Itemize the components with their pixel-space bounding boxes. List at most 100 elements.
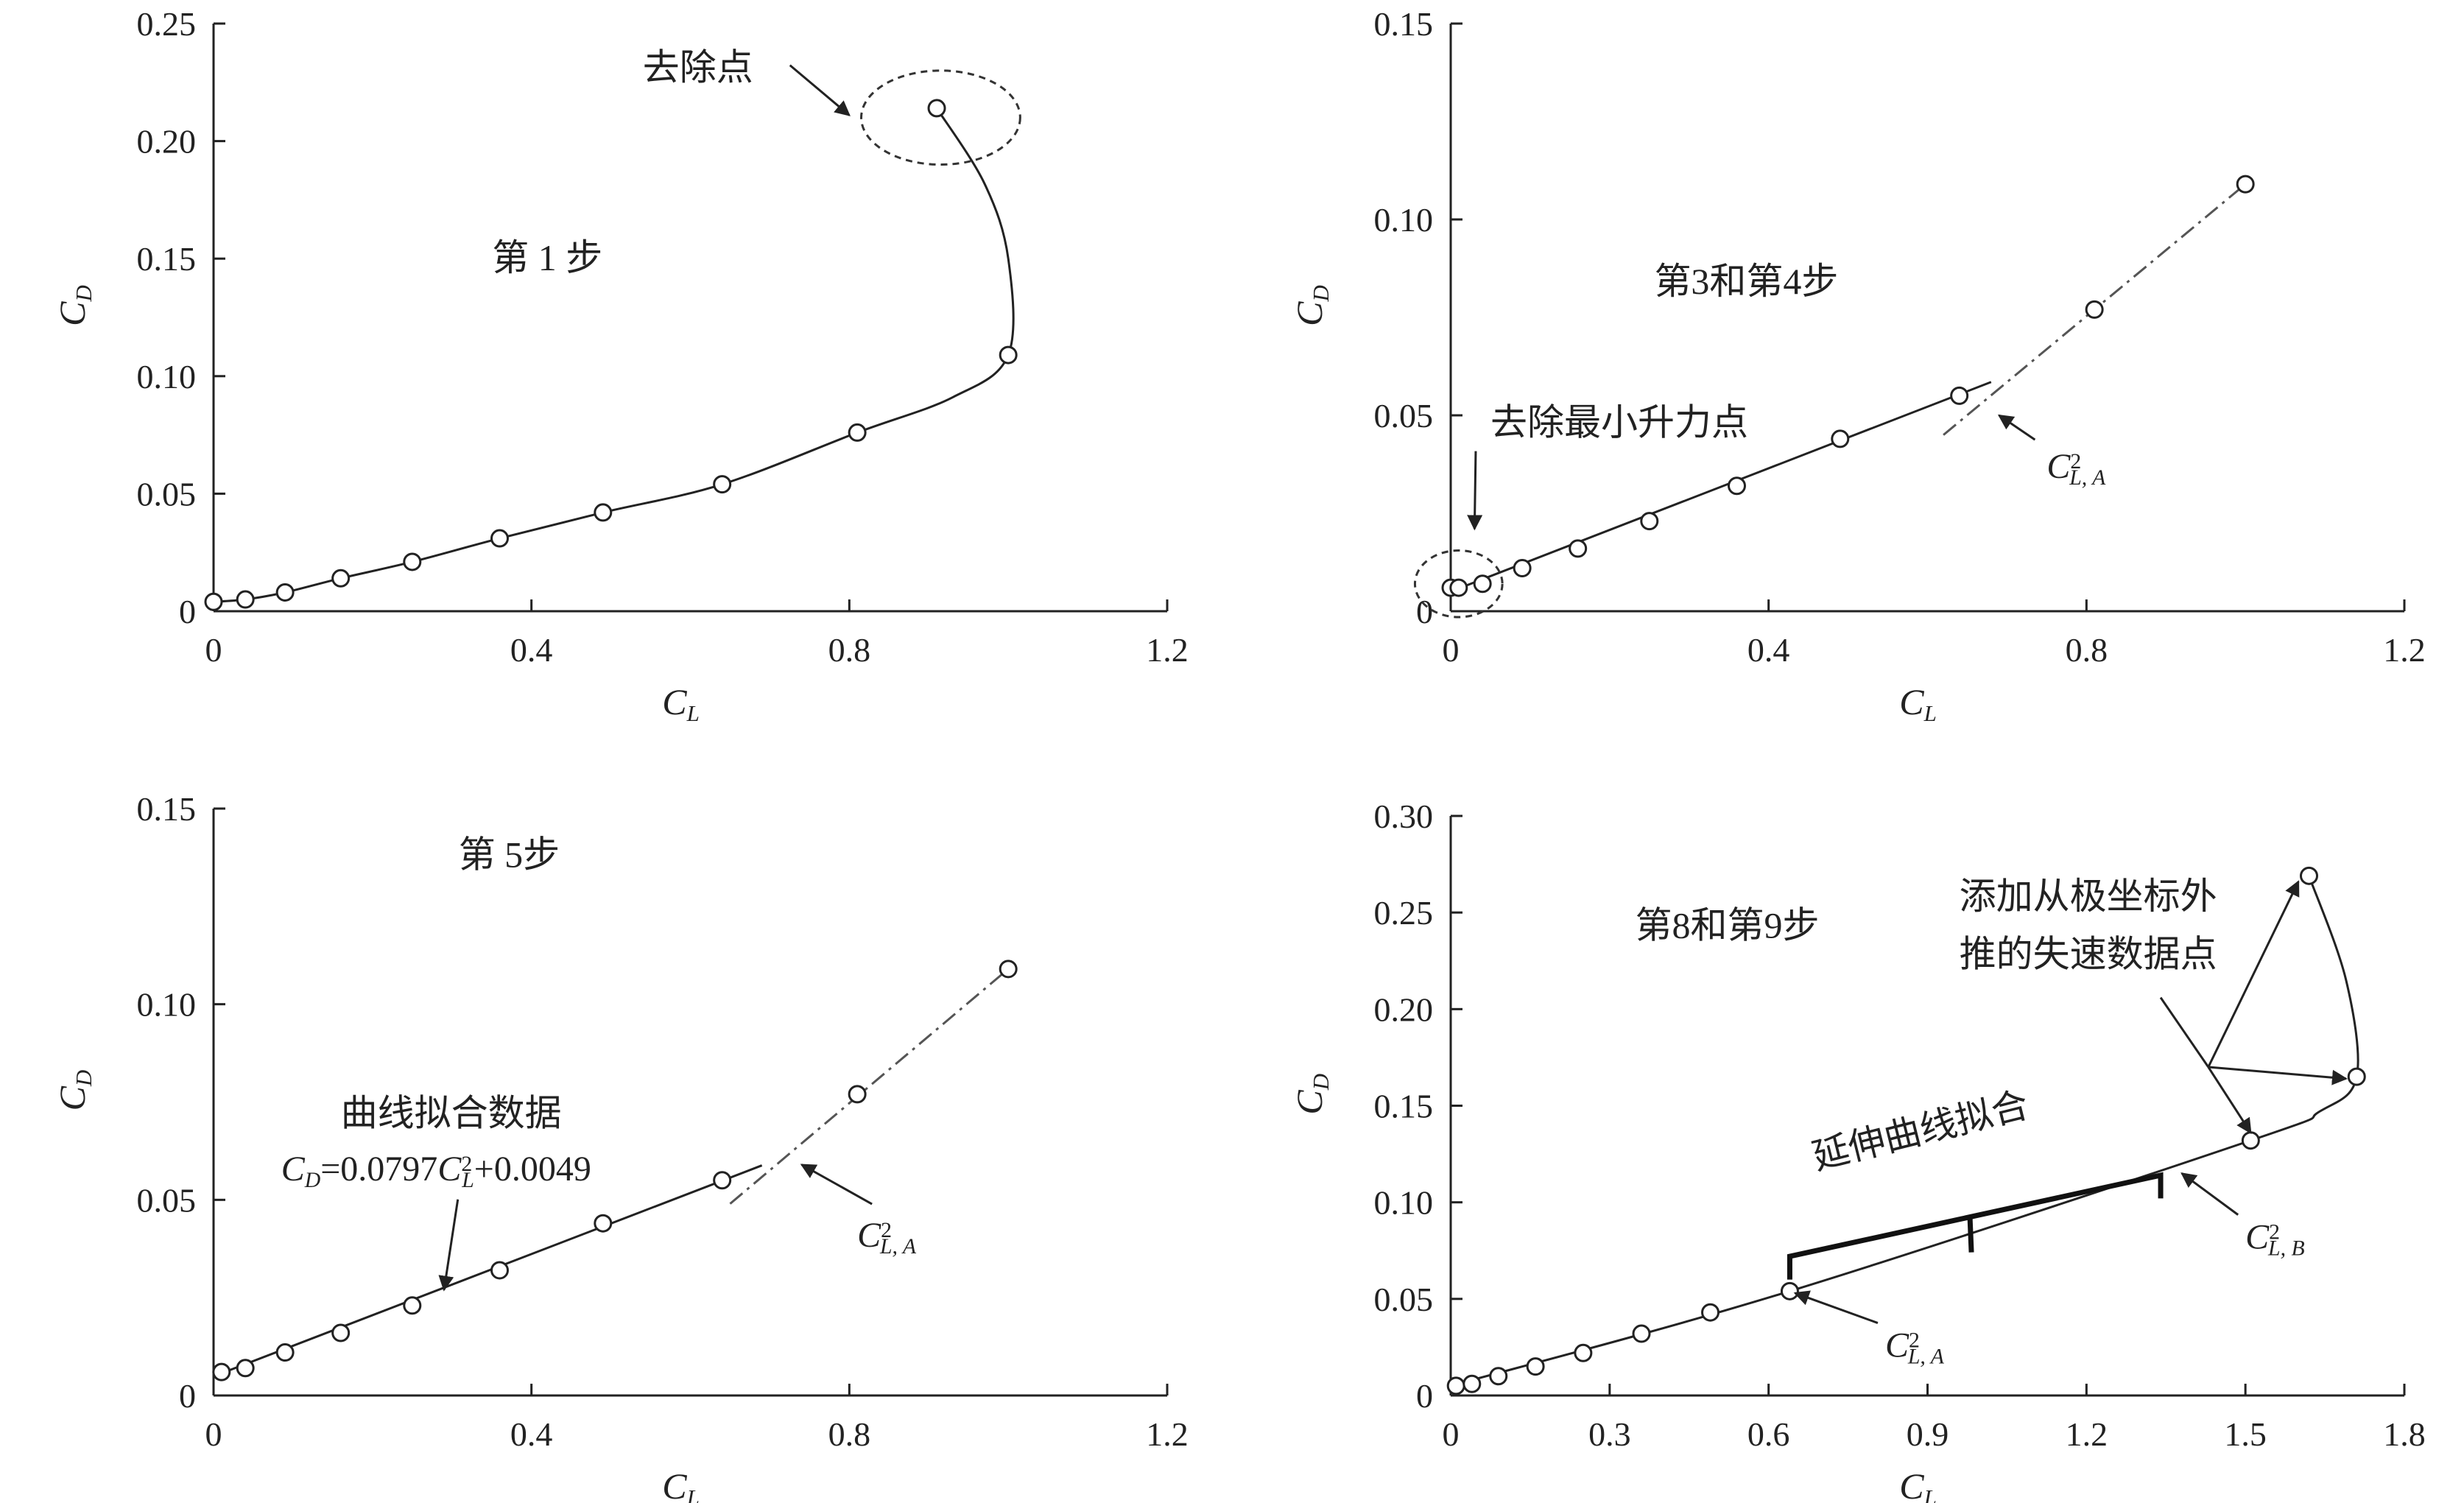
y-tick-label: 0.30 [1374, 798, 1434, 835]
annotation-text: 推的失速数据点 [1960, 934, 2217, 975]
x-tick-label: 0 [205, 1415, 222, 1453]
y-tick-label: 0.20 [137, 123, 197, 161]
data-point [275, 1343, 295, 1362]
chart-panel-1: 0 0.4 0.8 1.2 0 0.05 0.10 0.15 0.20 0.25 CL CD 第 1 步… [52, 5, 1189, 726]
data-point [1446, 1376, 1465, 1395]
fit-line [213, 1164, 763, 1378]
y-tick-label: 0.05 [137, 1181, 197, 1219]
x-tick-label: 1.2 [1146, 631, 1189, 669]
annotation-arrow [438, 1199, 460, 1292]
panel-label: 第8和第9步 [1636, 904, 1820, 946]
y-tick-label: 0.15 [137, 790, 197, 828]
x-tick-label: 0.8 [828, 1415, 871, 1453]
fit-curve [213, 108, 1015, 603]
x-tick-label: 0.8 [2066, 631, 2108, 669]
data-point [1950, 386, 1969, 405]
data-point [275, 582, 295, 602]
annotation-text: 去除点 [643, 47, 753, 88]
data-point [1513, 558, 1532, 577]
data-point [490, 1261, 509, 1280]
x-tick-label: 1.2 [1146, 1415, 1189, 1453]
fit-line [1458, 381, 1992, 590]
x-tick-label: 0.8 [828, 631, 871, 669]
y-tick-label: 0.20 [1374, 990, 1434, 1028]
data-point [848, 1085, 867, 1104]
data-point [2241, 1131, 2260, 1150]
annotation-arrow [789, 64, 851, 116]
data-point [1489, 1367, 1508, 1386]
data-point [1526, 1357, 1545, 1376]
annotation-arrow [1997, 414, 2036, 441]
y-tick-label: 0.10 [137, 358, 197, 395]
y-tick-label: 0.05 [1374, 1281, 1434, 1318]
data-point [1449, 578, 1468, 597]
annotation-text: 去除最小升力点 [1490, 402, 1748, 443]
panel-label: 第 5步 [459, 834, 560, 876]
x-axis-label: CL [662, 1465, 700, 1503]
annotation-text: 添加从极坐标外 [1960, 876, 2217, 917]
annotation-arrow [800, 1164, 873, 1205]
fit-curve [1450, 875, 2359, 1387]
data-point [848, 423, 867, 442]
annotation-symbol: C2 L, B [2245, 1218, 2304, 1261]
x-tick-label: 1.5 [2224, 1415, 2267, 1453]
x-tick-label: 0 [1443, 631, 1460, 669]
y-tick-label: 0.15 [1374, 5, 1434, 43]
x-tick-label: 0.4 [510, 631, 553, 669]
y-tick-label: 0 [179, 593, 196, 630]
data-point [713, 1171, 732, 1190]
x-tick-label: 1.2 [2383, 631, 2426, 669]
data-point [236, 590, 255, 609]
annotation-equation: CD=0.0797C2 L+0.0049 [281, 1150, 591, 1192]
annotation-text: 曲线拟合数据 [341, 1092, 562, 1133]
data-point [2085, 300, 2104, 319]
data-point [1462, 1374, 1482, 1393]
x-tick-label: 1.2 [2066, 1415, 2108, 1453]
annotation-symbol: C2 L, A [857, 1216, 917, 1259]
annotation-arrow [1467, 451, 1483, 531]
data-point [594, 1214, 613, 1233]
x-tick-label: 0 [205, 631, 222, 669]
extrapolated-line [729, 968, 1010, 1205]
data-point [1728, 476, 1746, 496]
y-tick-label: 0.05 [137, 475, 197, 513]
annotation-arrow [2180, 1172, 2239, 1216]
annotation-symbol: C2 L, A [1885, 1326, 1945, 1369]
data-point [331, 569, 351, 588]
data-point [403, 552, 422, 571]
data-point [2300, 866, 2318, 885]
data-point [1632, 1324, 1651, 1343]
bracket [1787, 1172, 2164, 1280]
panel-label: 第 1 步 [492, 237, 602, 278]
y-axis-label: CD [1289, 1074, 1334, 1115]
y-axis-label: CD [1289, 285, 1334, 326]
y-axis-label: CD [52, 1070, 96, 1111]
y-tick-label: 0.10 [1374, 1184, 1434, 1222]
x-axis-label: CL [662, 681, 700, 726]
panel-label: 第3和第4步 [1654, 261, 1838, 302]
data-point [236, 1359, 255, 1378]
data-point [1831, 429, 1850, 448]
data-point [1701, 1303, 1720, 1322]
data-point [999, 960, 1018, 979]
x-tick-label: 0.4 [510, 1415, 553, 1453]
annotation-arrow [2208, 1066, 2348, 1085]
y-tick-label: 0.15 [137, 240, 197, 278]
data-point [204, 592, 223, 611]
annotation-arrow [2207, 880, 2300, 1068]
data-point [1473, 574, 1492, 594]
data-point [1640, 512, 1659, 531]
data-point [403, 1296, 422, 1315]
x-tick-label: 0 [1443, 1415, 1460, 1453]
x-tick-label: 1.8 [2383, 1415, 2426, 1453]
highlight-ellipse [1413, 549, 1504, 619]
data-point [594, 503, 613, 522]
data-point [1574, 1343, 1593, 1362]
data-point [2236, 175, 2255, 194]
x-tick-label: 0.6 [1747, 1415, 1790, 1453]
x-axis-label: CL [1899, 1465, 1937, 1503]
y-tick-label: 0 [1416, 593, 1433, 630]
annotation-arrow [2207, 1066, 2252, 1134]
x-axis-label: CL [1899, 681, 1937, 726]
